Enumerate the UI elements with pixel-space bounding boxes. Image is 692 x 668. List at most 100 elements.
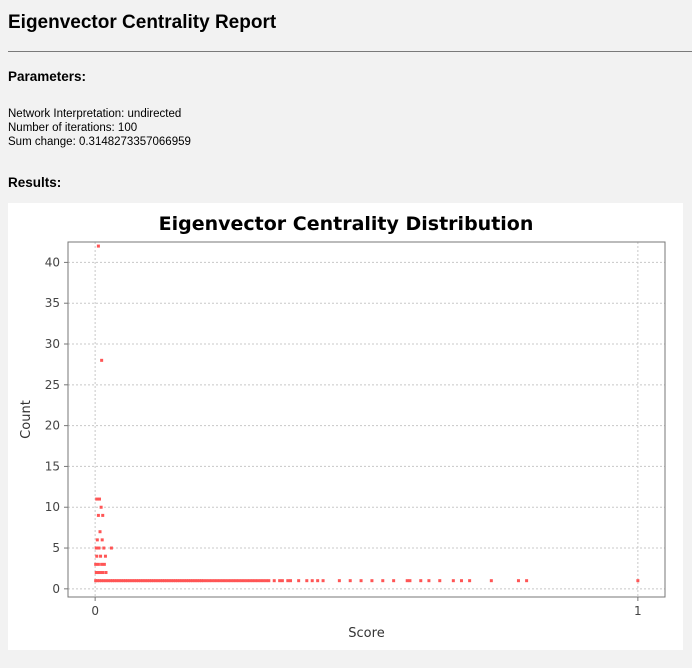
data-point	[459, 579, 463, 583]
y-tick-label: 35	[45, 296, 60, 310]
data-point	[96, 571, 100, 575]
data-point	[186, 579, 190, 583]
data-point	[178, 579, 182, 583]
data-point	[145, 579, 149, 583]
data-point	[321, 579, 325, 583]
data-point	[115, 579, 119, 583]
data-point	[242, 579, 246, 583]
data-point	[210, 579, 214, 583]
data-point	[98, 530, 102, 534]
data-point	[98, 571, 102, 575]
data-point	[100, 579, 104, 583]
data-point	[195, 579, 199, 583]
data-point	[126, 579, 130, 583]
data-point	[489, 579, 493, 583]
data-point	[95, 538, 99, 542]
data-point	[193, 579, 197, 583]
data-point	[272, 579, 276, 583]
data-point	[316, 579, 320, 583]
data-point	[191, 579, 195, 583]
data-point	[160, 579, 164, 583]
y-axis-label: Count	[19, 400, 34, 439]
x-tick-label: 0	[91, 604, 99, 618]
data-point	[163, 579, 167, 583]
data-point	[280, 579, 284, 583]
eigenvector-centrality-chart: Eigenvector Centrality Distribution 0 5 10…	[19, 213, 666, 641]
data-point	[147, 579, 151, 583]
data-point	[95, 497, 99, 501]
data-point	[221, 579, 225, 583]
results-heading: Results:	[8, 175, 62, 190]
data-point	[102, 562, 106, 566]
y-tick-label: 25	[45, 378, 60, 392]
data-point	[100, 358, 104, 362]
data-point	[381, 579, 385, 583]
data-point	[109, 546, 113, 550]
data-point	[130, 579, 134, 583]
data-point	[213, 579, 217, 583]
data-point	[97, 579, 101, 583]
y-tick-label: 10	[45, 500, 60, 514]
data-point	[96, 244, 100, 248]
data-point	[95, 554, 99, 558]
data-point	[256, 579, 260, 583]
data-point	[97, 546, 101, 550]
data-point	[106, 579, 110, 583]
data-points	[94, 244, 640, 583]
y-axis-ticks: 0 5 10 15 20 25 30 35 40	[45, 255, 68, 596]
data-point	[94, 562, 98, 566]
data-point	[154, 579, 158, 583]
data-point	[297, 579, 301, 583]
data-point	[99, 505, 103, 509]
y-tick-label: 15	[45, 459, 60, 473]
data-point	[141, 579, 145, 583]
data-point	[223, 579, 227, 583]
data-point	[240, 579, 244, 583]
data-point	[261, 579, 265, 583]
data-point	[218, 579, 222, 583]
data-point	[184, 579, 188, 583]
data-point	[310, 579, 314, 583]
data-point	[636, 579, 640, 583]
data-point	[104, 579, 108, 583]
data-point	[100, 538, 104, 542]
data-point	[451, 579, 455, 583]
data-point	[359, 579, 363, 583]
data-point	[189, 579, 193, 583]
data-point	[97, 497, 101, 501]
data-point	[207, 579, 211, 583]
data-point	[180, 579, 184, 583]
data-point	[143, 579, 147, 583]
data-point	[278, 579, 282, 583]
param-iterations: Number of iterations: 100	[8, 122, 138, 134]
data-point	[167, 579, 171, 583]
x-tick-label: 1	[634, 604, 642, 618]
data-point	[392, 579, 396, 583]
data-point	[525, 579, 529, 583]
data-point	[121, 579, 125, 583]
data-point	[197, 579, 201, 583]
data-point	[169, 579, 173, 583]
data-point	[100, 562, 104, 566]
data-point	[119, 579, 123, 583]
data-point	[248, 579, 252, 583]
data-point	[165, 579, 169, 583]
chart-panel: Eigenvector Centrality Distribution 0 5 10…	[8, 203, 683, 650]
chart-title: Eigenvector Centrality Distribution	[159, 213, 534, 235]
data-point	[171, 579, 175, 583]
data-point	[156, 579, 160, 583]
data-point	[94, 579, 98, 583]
data-point	[337, 579, 341, 583]
data-point	[117, 579, 121, 583]
y-tick-label: 5	[52, 541, 60, 555]
data-point	[139, 579, 143, 583]
data-point	[408, 579, 412, 583]
data-point	[103, 554, 107, 558]
data-point	[468, 579, 472, 583]
data-point	[101, 571, 105, 575]
data-point	[96, 562, 100, 566]
data-point	[132, 579, 136, 583]
param-sum-change: Sum change: 0.3148273357066959	[8, 136, 191, 148]
data-point	[438, 579, 442, 583]
